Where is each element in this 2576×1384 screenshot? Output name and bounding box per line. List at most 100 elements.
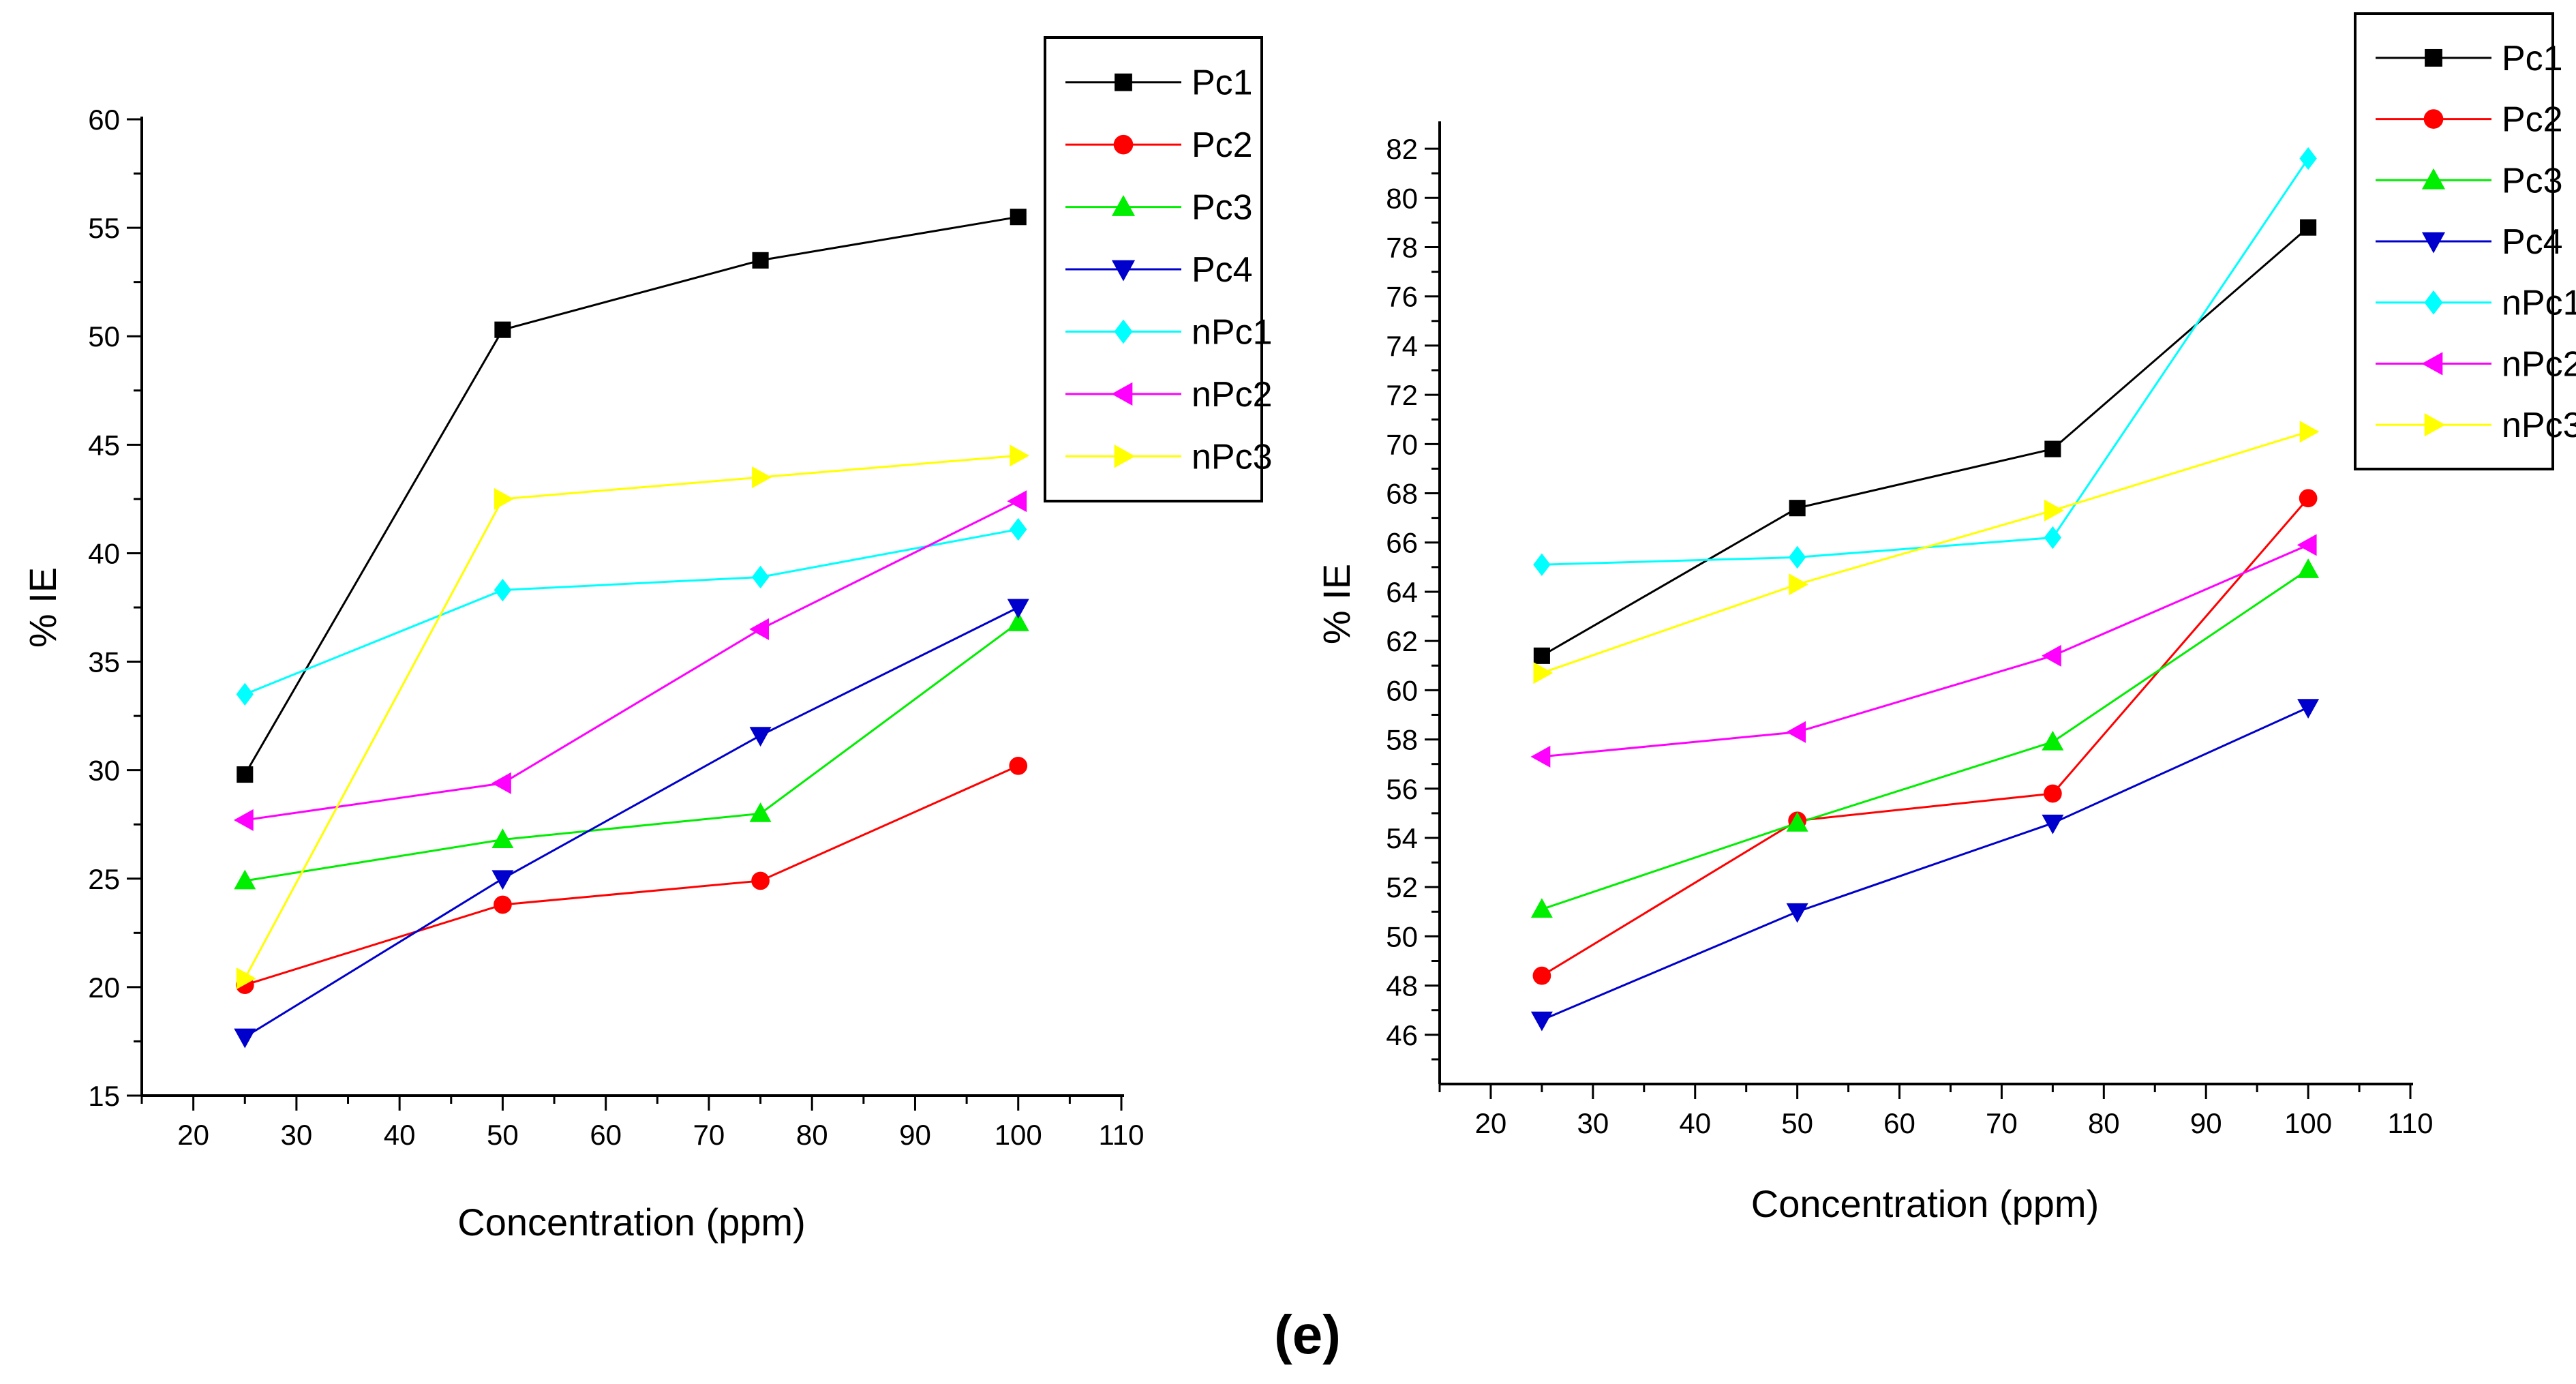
data-point-pc3 — [491, 828, 514, 848]
legend-marker-pc4 — [2421, 232, 2446, 254]
series-line-pc2 — [1541, 497, 2309, 977]
data-point-pc1 — [237, 766, 254, 783]
legend-marker-npc3 — [2424, 413, 2446, 437]
legend-label-pc4: Pc4 — [2502, 222, 2563, 262]
legend-marker-npc1 — [2424, 290, 2443, 315]
legend-label-npc3: nPc3 — [1192, 437, 1273, 477]
series-line-pc4 — [244, 606, 1019, 1038]
data-point-pc4 — [491, 870, 514, 890]
data-point-pc4 — [1007, 599, 1029, 619]
x-axis-label: Concentration (ppm) — [1751, 1182, 2099, 1225]
data-point-pc2 — [1009, 756, 1028, 775]
y-axis-label: % IE — [1315, 564, 1358, 644]
legend-marker-npc2 — [2421, 352, 2443, 376]
data-point-pc1 — [752, 252, 769, 269]
y-axis-label: % IE — [21, 567, 64, 648]
legend-label-npc1: nPc1 — [1192, 312, 1273, 352]
y-tick-label: 52 — [1386, 871, 1418, 903]
y-tick-label: 66 — [1386, 527, 1418, 559]
x-tick-label: 110 — [2388, 1107, 2434, 1139]
data-point-npc1 — [751, 565, 770, 589]
series-line-pc3 — [245, 622, 1019, 882]
x-tick-label: 100 — [2284, 1107, 2332, 1139]
x-tick-label: 20 — [177, 1119, 209, 1151]
data-point-pc3 — [2042, 730, 2064, 751]
legend-label-pc2: Pc2 — [2502, 100, 2563, 140]
series-line-npc3 — [243, 454, 1018, 979]
data-point-pc4 — [2297, 699, 2320, 719]
data-point-npc2 — [491, 772, 511, 794]
data-point-npc2 — [233, 809, 254, 831]
y-tick-label: 76 — [1386, 281, 1418, 313]
legend-marker-npc1 — [1114, 319, 1133, 344]
x-tick-label: 110 — [1099, 1119, 1145, 1151]
chart-right: 20 30 40 50 60 70 80 90 100 110 46 48 50 52 54 56 58 60 62… — [1315, 12, 2576, 1225]
data-point-pc1 — [1010, 209, 1027, 226]
data-point-npc2 — [1530, 745, 1551, 768]
x-tick-label: 30 — [1577, 1107, 1609, 1139]
y-tick-label: 35 — [88, 646, 120, 678]
series-line-npc2 — [1541, 543, 2309, 758]
x-tick-label: 20 — [1475, 1107, 1507, 1139]
y-tick-label: 54 — [1386, 822, 1418, 854]
data-point-pc4 — [1786, 903, 1808, 923]
legend-label-pc4: Pc4 — [1192, 250, 1253, 290]
x-tick-label: 40 — [384, 1119, 416, 1151]
data-point-npc3 — [2299, 421, 2320, 443]
data-point-npc2 — [2297, 534, 2317, 556]
legend-marker-pc1 — [1115, 73, 1132, 91]
legend-marker-pc2 — [2423, 109, 2444, 129]
data-point-pc3 — [1530, 898, 1553, 918]
data-point-npc2 — [2042, 644, 2061, 667]
data-point-pc1 — [494, 321, 511, 338]
y-tick-label: 25 — [88, 863, 120, 895]
x-tick-label: 90 — [2190, 1107, 2222, 1139]
legend-label-npc1: nPc1 — [2502, 284, 2576, 323]
data-point-pc4 — [1530, 1011, 1553, 1032]
data-point-npc3 — [236, 967, 256, 990]
y-tick-label: 50 — [88, 320, 120, 352]
x-tick-label: 40 — [1679, 1107, 1711, 1139]
series-line-npc3 — [1541, 430, 2309, 674]
x-tick-label: 80 — [2088, 1107, 2120, 1139]
series-line-pc3 — [1541, 569, 2309, 911]
data-point-npc1 — [494, 578, 512, 602]
data-point-npc3 — [1533, 662, 1554, 685]
data-point-pc4 — [234, 1028, 256, 1049]
data-point-npc2 — [1786, 721, 1806, 743]
data-point-npc2 — [749, 618, 770, 640]
x-tick-label: 30 — [281, 1119, 313, 1151]
data-point-pc4 — [749, 727, 772, 747]
x-tick-label: 100 — [995, 1119, 1042, 1151]
x-tick-label: 50 — [1781, 1107, 1813, 1139]
legend-label-npc3: nPc3 — [2502, 406, 2576, 445]
y-tick-label: 60 — [88, 104, 120, 136]
y-tick-label: 68 — [1386, 478, 1418, 510]
x-tick-label: 60 — [1883, 1107, 1915, 1139]
legend-label-pc3: Pc3 — [2502, 161, 2563, 200]
legend-label-pc1: Pc1 — [1192, 63, 1253, 103]
x-tick-label: 70 — [693, 1119, 725, 1151]
data-point-pc2 — [2299, 489, 2318, 508]
y-tick-label: 58 — [1386, 724, 1418, 756]
data-point-npc1 — [1533, 553, 1551, 576]
data-point-pc3 — [1007, 611, 1029, 631]
series-line-pc1 — [243, 215, 1018, 775]
legend-label-pc3: Pc3 — [1192, 188, 1253, 228]
y-tick-label: 62 — [1386, 625, 1418, 657]
data-point-pc1 — [1533, 647, 1550, 664]
data-point-npc3 — [494, 487, 514, 510]
y-tick-label: 72 — [1386, 379, 1418, 411]
data-point-npc1 — [236, 682, 254, 706]
data-point-pc1 — [1789, 500, 1806, 517]
y-tick-label: 82 — [1386, 133, 1418, 165]
y-tick-label: 20 — [88, 972, 120, 1004]
x-tick-label: 80 — [796, 1119, 828, 1151]
figure-caption: (e) — [1274, 1304, 1341, 1365]
data-point-npc1 — [2299, 147, 2317, 170]
y-tick-label: 15 — [88, 1080, 120, 1112]
legend-label-npc2: nPc2 — [2502, 344, 2576, 384]
data-point-pc1 — [2044, 440, 2061, 457]
data-point-npc3 — [752, 466, 772, 489]
y-tick-label: 46 — [1386, 1019, 1418, 1051]
